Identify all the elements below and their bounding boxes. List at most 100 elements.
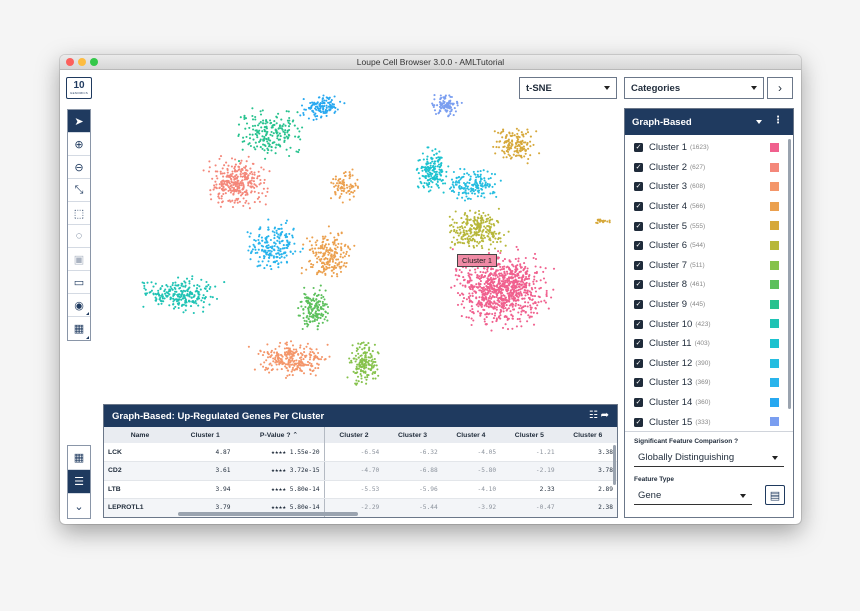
checkbox-checked-icon[interactable]: ✓ [634, 280, 643, 290]
column-header[interactable]: Cluster 5 [500, 427, 559, 443]
pointer-tool[interactable]: ➤ [68, 110, 90, 133]
zoom-in-tool[interactable]: ⊕ [68, 133, 90, 156]
next-button[interactable]: › [767, 77, 793, 99]
kebab-icon[interactable]: ⋮ [773, 115, 783, 126]
checkbox-checked-icon[interactable]: ✓ [634, 260, 643, 270]
help-icon[interactable]: ? [734, 438, 739, 445]
cluster-item[interactable]: ✓ Cluster 2 (627) [625, 158, 793, 178]
cluster-color-swatch[interactable] [770, 299, 779, 309]
category-dropdown[interactable]: Categories [624, 77, 764, 99]
cluster-color-swatch[interactable] [770, 221, 779, 231]
cluster-color-swatch[interactable] [770, 280, 779, 290]
cluster-item[interactable]: ✓ Cluster 3 (608) [625, 177, 793, 197]
column-header[interactable]: Cluster 3 [383, 427, 442, 443]
table-row[interactable]: LCK 4.87 ★★★★ 1.55e-20 -6.54 -6.32 -4.05 -1.21… [104, 443, 617, 462]
panel-header[interactable]: Graph-Based ⋮ [625, 109, 793, 135]
cluster-color-swatch[interactable] [770, 417, 779, 427]
calculator-button[interactable]: ▤ [765, 485, 785, 505]
cluster-item[interactable]: ✓ Cluster 8 (461) [625, 275, 793, 295]
minimize-window-button[interactable] [78, 58, 86, 66]
column-header-label: Cluster 3 [397, 431, 428, 439]
screenshot-tool[interactable]: ◉ [68, 294, 90, 317]
checkbox-checked-icon[interactable]: ✓ [634, 143, 643, 153]
open-tool[interactable]: ▭ [68, 271, 90, 294]
cluster-count: (608) [690, 183, 706, 191]
checkbox-checked-icon[interactable]: ✓ [634, 319, 643, 329]
cluster-color-swatch[interactable] [770, 240, 779, 250]
table-row[interactable]: CD2 3.61 ★★★★ 3.72e-15 -4.70 -6.88 -5.80 -2.19… [104, 461, 617, 481]
column-header[interactable]: Cluster 1 [176, 427, 235, 443]
cell-value: -5.96 [383, 480, 442, 499]
cluster-color-swatch[interactable] [770, 378, 779, 388]
maximize-window-button[interactable] [90, 58, 98, 66]
cluster-item[interactable]: ✓ Cluster 6 (544) [625, 236, 793, 256]
cluster-color-swatch[interactable] [770, 338, 779, 348]
heatmap-view-button[interactable]: ▦ [68, 446, 90, 470]
cluster-item[interactable]: ✓ Cluster 12 (390) [625, 354, 793, 374]
cluster-color-swatch[interactable] [770, 358, 779, 368]
cluster-color-swatch[interactable] [770, 182, 779, 192]
cluster-color-swatch[interactable] [770, 201, 779, 211]
cluster-item[interactable]: ✓ Cluster 14 (360) [625, 393, 793, 413]
table-hscrollbar[interactable] [178, 512, 358, 516]
close-window-button[interactable] [66, 58, 74, 66]
zoom-out-tool[interactable]: ⊖ [68, 156, 90, 179]
table-vscrollbar[interactable] [613, 445, 616, 485]
cluster-color-swatch[interactable] [770, 162, 779, 172]
save-tool[interactable]: ▣ [68, 248, 90, 271]
checkbox-checked-icon[interactable]: ✓ [634, 202, 643, 212]
cluster-color-swatch[interactable] [770, 397, 779, 407]
table-view-button[interactable]: ☰ [68, 470, 90, 494]
cell-value: -4.70 [323, 461, 384, 481]
table-row[interactable]: LTB 3.94 ★★★★ 5.80e-14 -5.53 -5.96 -4.10 2.33 2… [104, 480, 617, 499]
checkbox-checked-icon[interactable]: ✓ [634, 162, 643, 172]
cluster-item[interactable]: ✓ Cluster 13 (369) [625, 373, 793, 393]
cluster-color-swatch[interactable] [770, 260, 779, 270]
checkbox-checked-icon[interactable]: ✓ [634, 221, 643, 231]
chevron-down-icon: ⌄ [74, 500, 84, 513]
feature-type-value: Gene [638, 490, 662, 501]
cluster-item[interactable]: ✓ Cluster 11 (403) [625, 334, 793, 354]
checkbox-checked-icon[interactable]: ✓ [634, 241, 643, 251]
cell-value: -6.32 [383, 443, 442, 462]
cluster-item[interactable]: ✓ Cluster 1 (1623) [625, 138, 793, 158]
cluster-item[interactable]: ✓ Cluster 5 (555) [625, 216, 793, 236]
projection-dropdown[interactable]: t-SNE [519, 77, 617, 99]
cluster-list-scrollbar[interactable] [788, 139, 791, 409]
lasso-icon: ◌ [75, 230, 83, 242]
tsne-plot[interactable] [96, 71, 624, 407]
lasso-tool[interactable]: ◌ [68, 225, 90, 248]
feature-type-dropdown[interactable]: Gene [634, 487, 752, 505]
cluster-item[interactable]: ✓ Cluster 9 (445) [625, 295, 793, 315]
caret-down-icon [756, 120, 762, 124]
column-header[interactable]: P-Value ? ⌃ [234, 427, 325, 443]
checkbox-checked-icon[interactable]: ✓ [634, 398, 643, 408]
column-header[interactable]: Cluster 4 [441, 427, 501, 443]
column-header[interactable]: Cluster 6 [558, 427, 617, 443]
sort-help-icon[interactable]: ? ⌃ [284, 432, 299, 439]
share-icon[interactable]: ➦ [600, 410, 609, 421]
cluster-item[interactable]: ✓ Cluster 10 (423) [625, 314, 793, 334]
checkbox-checked-icon[interactable]: ✓ [634, 339, 643, 349]
comparison-dropdown[interactable]: Globally Distinguishing [634, 449, 784, 467]
cluster-item[interactable]: ✓ Cluster 7 (511) [625, 256, 793, 276]
cell-cluster-points [329, 168, 360, 204]
checkbox-checked-icon[interactable]: ✓ [634, 358, 643, 368]
column-header[interactable]: Name [104, 427, 176, 443]
checkbox-checked-icon[interactable]: ✓ [634, 378, 643, 388]
column-header-label: Cluster 5 [514, 431, 544, 439]
checkbox-checked-icon[interactable]: ✓ [634, 417, 643, 427]
comparison-section: Significant Feature Comparison ? Globall… [625, 431, 793, 505]
column-header[interactable]: Cluster 2 [323, 427, 384, 443]
box-select-tool[interactable]: ⬚ [68, 202, 90, 225]
checkbox-checked-icon[interactable]: ✓ [634, 300, 643, 310]
cluster-color-swatch[interactable] [770, 319, 779, 329]
cluster-color-swatch[interactable] [770, 143, 779, 152]
fit-view-tool[interactable]: ⤡ [68, 179, 90, 202]
layout-tool[interactable]: ▦ [68, 317, 90, 340]
filter-icon[interactable]: ☷ [588, 410, 598, 421]
collapse-button[interactable]: ⌄ [68, 494, 90, 518]
checkbox-checked-icon[interactable]: ✓ [634, 182, 643, 192]
cluster-item[interactable]: ✓ Cluster 15 (333) [625, 412, 793, 431]
cluster-item[interactable]: ✓ Cluster 4 (566) [625, 197, 793, 217]
